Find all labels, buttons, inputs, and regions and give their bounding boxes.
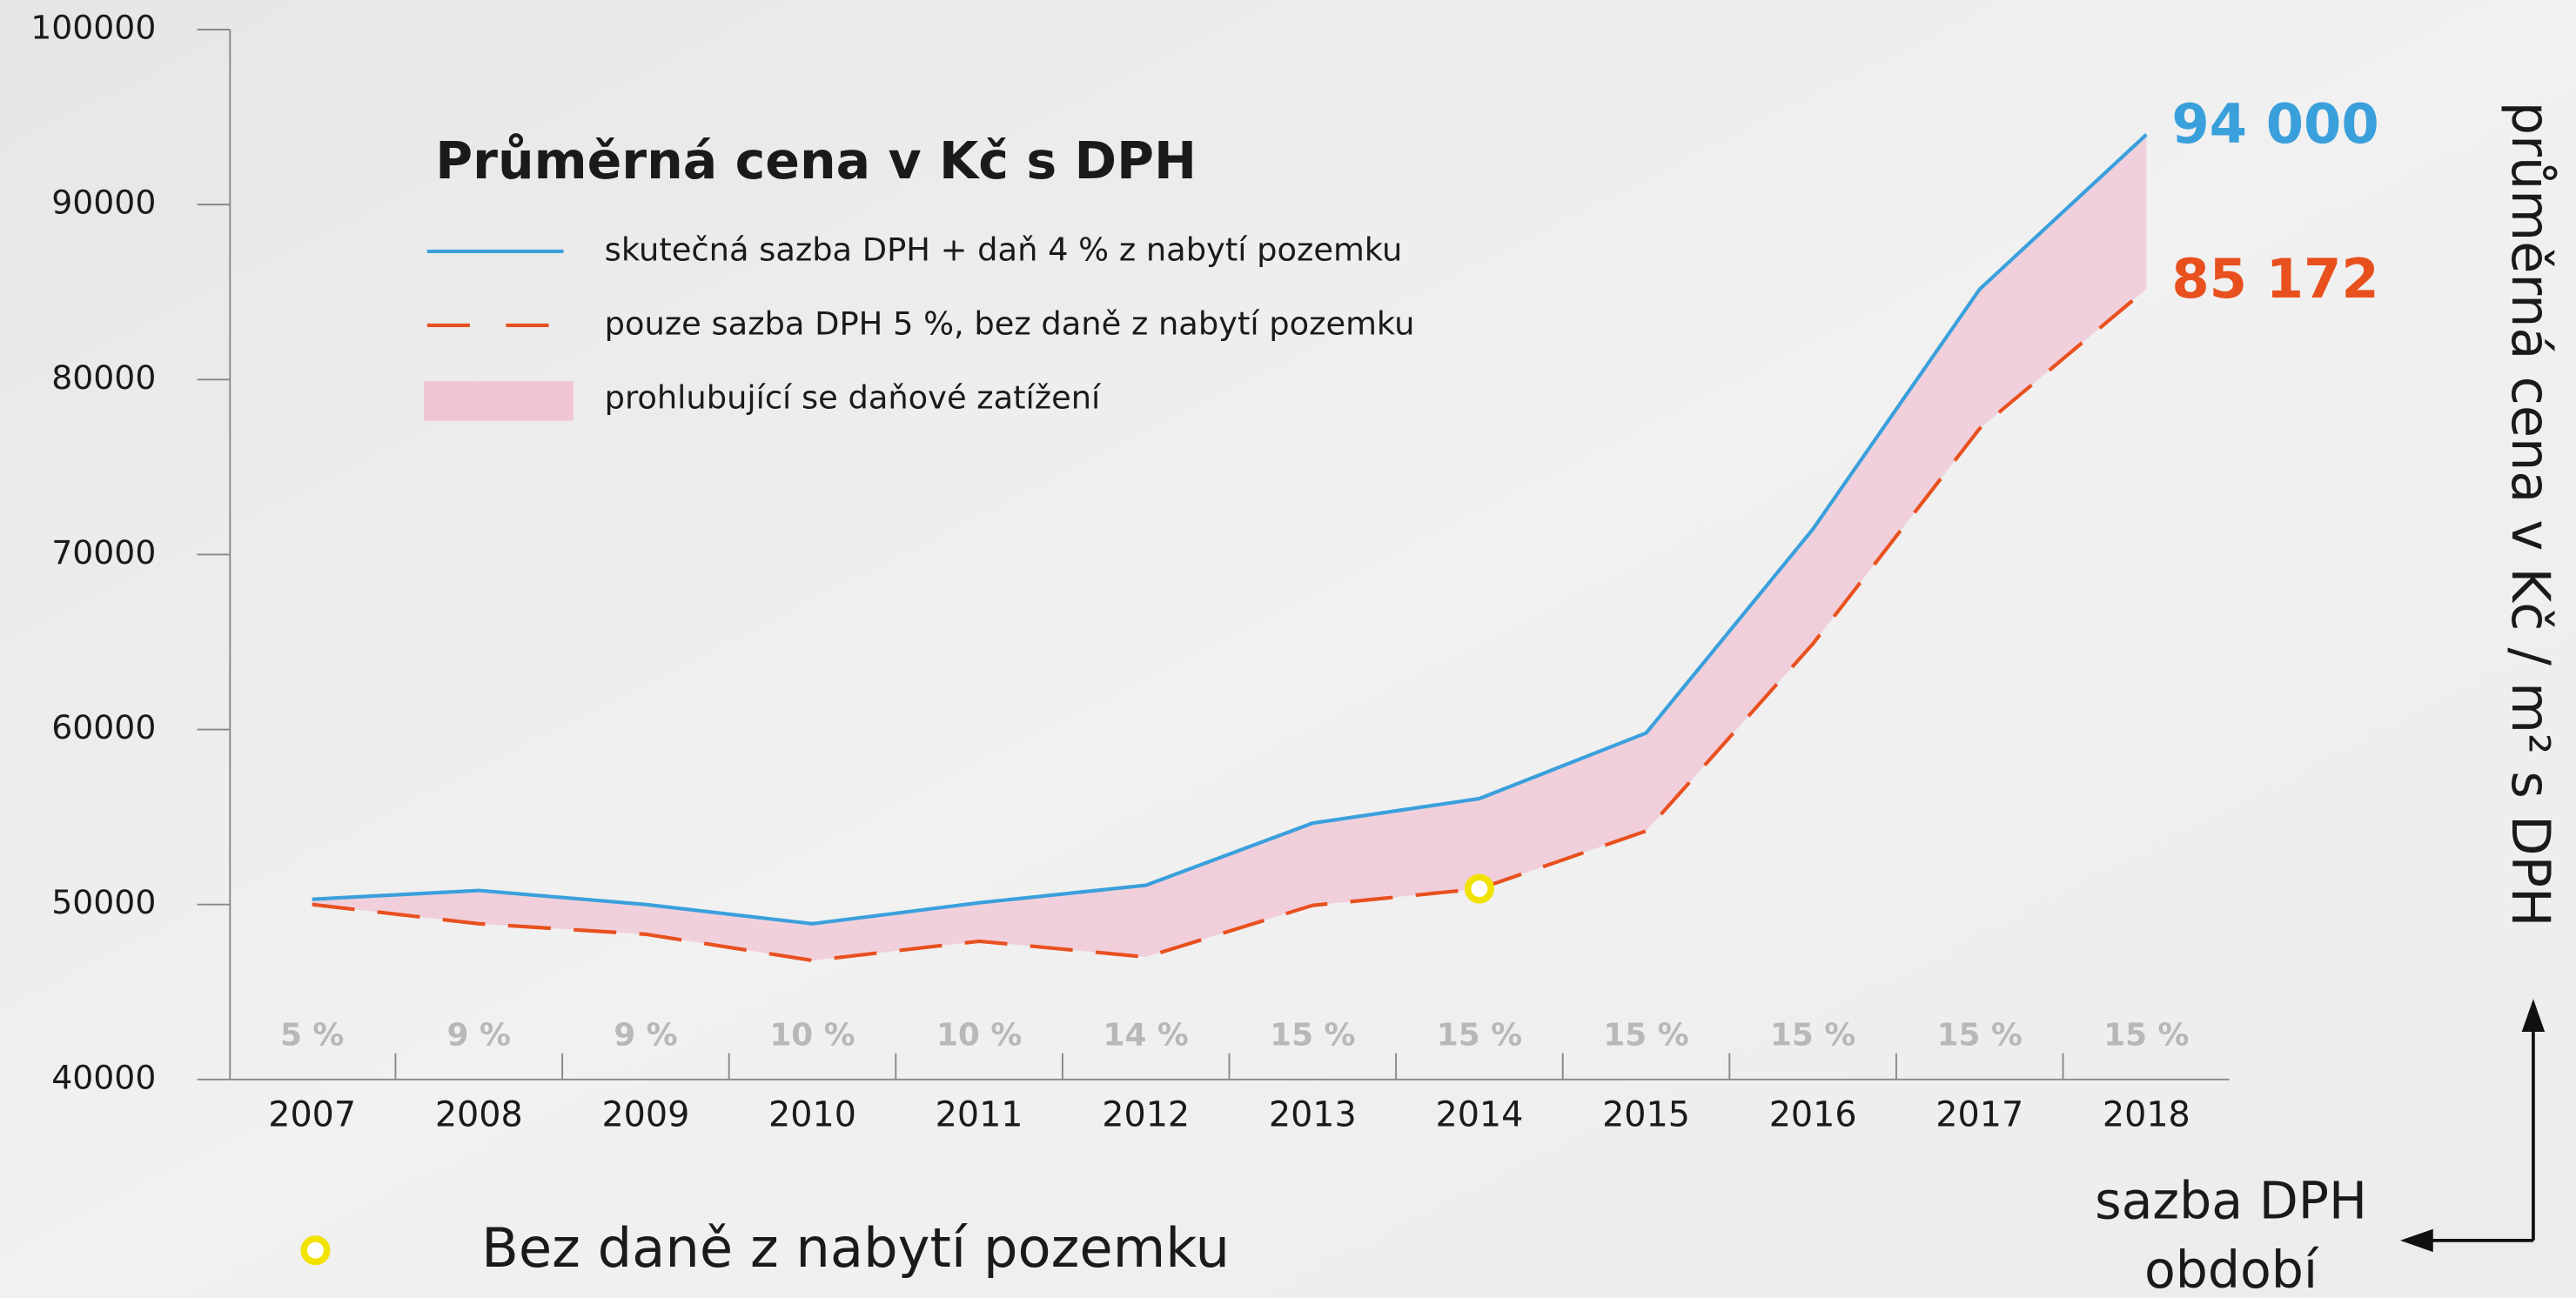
marker-legend	[300, 1235, 331, 1266]
series-line	[312, 133, 2148, 926]
value-label: 94 000	[2171, 92, 2378, 156]
x-tick-label: 2016	[1769, 1095, 1857, 1135]
x-tick-label: 2018	[2103, 1095, 2190, 1135]
x-tick-label: 2017	[1935, 1095, 2023, 1135]
vat-rate: 15 %	[1770, 1018, 1855, 1054]
x-tick-label: 2007	[268, 1095, 356, 1135]
x-tick-label: 2010	[768, 1095, 856, 1135]
vat-rate: 10 %	[936, 1018, 1022, 1054]
legend-label: prohlubující se daňové zatížení	[605, 378, 1102, 416]
arrow-head	[2400, 1228, 2433, 1253]
x-tick-label: 2012	[1102, 1095, 1190, 1135]
y-tick-label: 60000	[51, 708, 156, 746]
vat-rate: 15 %	[1437, 1018, 1522, 1054]
vat-rate: 9 %	[614, 1018, 677, 1054]
x-tick-label: 2009	[601, 1095, 689, 1135]
y-tick-label: 50000	[51, 883, 156, 921]
x-tick-label: 2008	[435, 1095, 523, 1135]
x-tick-label: 2011	[936, 1095, 1023, 1135]
vat-rate: 5 %	[280, 1018, 344, 1054]
vat-rate: 15 %	[1937, 1018, 2023, 1054]
vat-rate: 9 %	[447, 1018, 511, 1054]
vat-rate: 15 %	[2103, 1018, 2189, 1054]
legend-label: pouze sazba DPH 5 %, bez daně z nabytí p…	[605, 304, 1415, 342]
y-axis-label: průměrná cena v Kč / m² s DPH	[2499, 102, 2560, 927]
legend-title: Průměrná cena v Kč s DPH	[435, 131, 1197, 191]
legend-swatch	[424, 381, 574, 421]
y-tick-label: 80000	[51, 358, 156, 397]
marker	[1464, 873, 1494, 904]
series-line	[312, 287, 2148, 963]
vat-rate: 14 %	[1104, 1018, 1189, 1054]
vat-rate: 15 %	[1270, 1018, 1355, 1054]
y-tick-label: 100000	[30, 8, 156, 46]
x-axis-label: období	[2144, 1241, 2319, 1298]
x-tick-label: 2013	[1269, 1095, 1357, 1135]
marker-label: Bez daně z nabytí pozemku	[481, 1216, 1230, 1280]
vat-rate: 10 %	[769, 1018, 855, 1054]
value-label: 85 172	[2171, 247, 2378, 311]
x-tick-label: 2015	[1602, 1095, 1690, 1135]
gap-area	[312, 134, 2147, 961]
y-tick-label: 40000	[51, 1058, 156, 1096]
rate-label: sazba DPH	[2095, 1171, 2367, 1230]
y-tick-label: 70000	[51, 533, 156, 572]
arrow-head	[2521, 999, 2546, 1033]
x-tick-label: 2014	[1435, 1095, 1523, 1135]
legend-label: skutečná sazba DPH + daň 4 % z nabytí po…	[605, 231, 1403, 268]
vat-rate: 15 %	[1603, 1018, 1688, 1054]
y-tick-label: 90000	[51, 184, 156, 222]
